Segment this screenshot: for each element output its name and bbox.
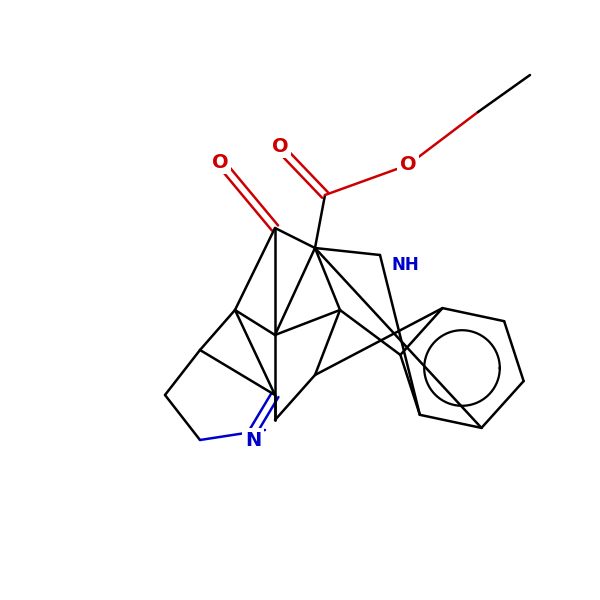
Text: O: O xyxy=(272,136,289,155)
Text: O: O xyxy=(212,152,229,172)
Text: NH: NH xyxy=(391,256,419,274)
Text: N: N xyxy=(245,431,261,449)
Text: O: O xyxy=(400,155,416,175)
